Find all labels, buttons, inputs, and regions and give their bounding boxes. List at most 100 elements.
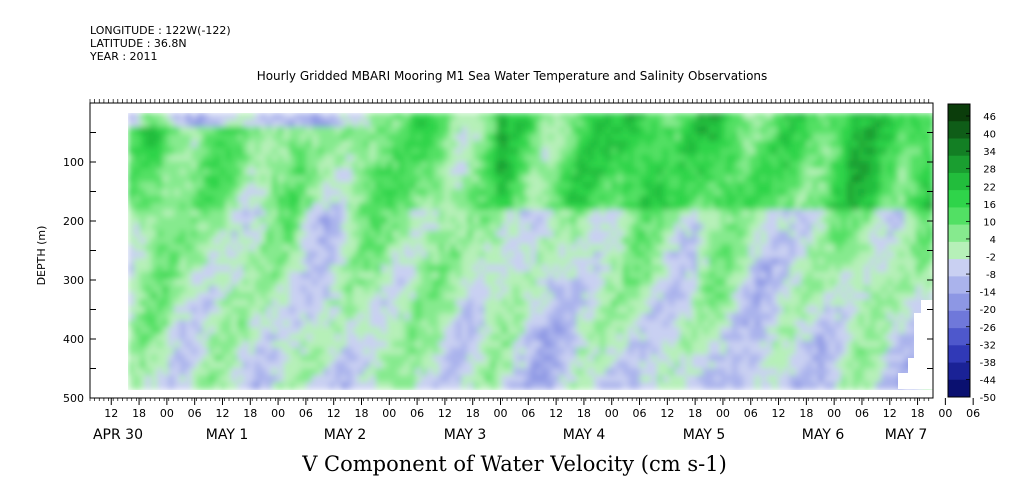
heatmap-cell	[202, 354, 210, 363]
heatmap-cell	[151, 244, 158, 252]
heatmap-cell	[628, 188, 635, 197]
heatmap-cell	[490, 113, 497, 121]
heatmap-cell	[156, 119, 164, 128]
heatmap-cell	[674, 133, 681, 142]
heatmap-cell	[306, 382, 313, 390]
heatmap-cell	[317, 375, 325, 383]
heatmap-cell	[754, 119, 762, 128]
heatmap-cell	[421, 368, 428, 376]
heatmap-cell	[133, 292, 141, 301]
heatmap-cell	[208, 175, 215, 183]
heatmap-cell	[179, 306, 187, 314]
heatmap-cell	[760, 216, 767, 225]
heatmap-cell	[841, 251, 848, 259]
heatmap-cell	[616, 292, 624, 301]
heatmap-cell	[375, 202, 382, 211]
heatmap-cell	[484, 216, 491, 225]
heatmap-cell	[128, 347, 135, 356]
heatmap-cell	[507, 237, 514, 245]
heatmap-cell	[375, 375, 382, 383]
heatmap-cell	[651, 285, 658, 294]
heatmap-cell	[668, 237, 675, 245]
heatmap-cell	[737, 368, 744, 376]
heatmap-cell	[162, 306, 169, 314]
heatmap-cell	[340, 251, 348, 259]
heatmap-cell	[363, 285, 371, 294]
heatmap-cell	[335, 257, 342, 266]
heatmap-cell	[271, 147, 279, 156]
heatmap-cell	[271, 237, 279, 245]
heatmap-cell	[369, 244, 376, 252]
heatmap-cell	[547, 368, 555, 376]
heatmap-cell	[162, 368, 169, 376]
heatmap-cell	[754, 168, 762, 176]
heatmap-cell	[484, 326, 491, 335]
heatmap-cell	[835, 195, 842, 204]
heatmap-cell	[450, 292, 457, 301]
heatmap-cell	[191, 361, 198, 370]
heatmap-cell	[329, 382, 336, 390]
heatmap-cell	[616, 320, 624, 328]
heatmap-cell	[645, 361, 652, 370]
heatmap-cell	[616, 154, 624, 163]
heatmap-cell	[490, 340, 497, 349]
heatmap-cell	[478, 188, 486, 197]
heatmap-cell	[208, 251, 215, 259]
heatmap-cell	[559, 382, 566, 390]
heatmap-cell	[611, 237, 618, 245]
heatmap-cell	[478, 119, 486, 128]
heatmap-cell	[726, 195, 733, 204]
heatmap-cell	[616, 264, 624, 273]
heatmap-cell	[668, 299, 675, 307]
heatmap-cell	[156, 133, 164, 142]
heatmap-cell	[467, 119, 474, 128]
heatmap-cell	[185, 244, 192, 252]
heatmap-cell	[323, 354, 330, 363]
heatmap-cell	[714, 119, 721, 128]
heatmap-cell	[501, 202, 509, 211]
heatmap-cell	[438, 306, 445, 314]
heatmap-cell	[513, 237, 520, 245]
heatmap-cell	[789, 216, 796, 225]
heatmap-cell	[651, 368, 658, 376]
heatmap-cell	[243, 285, 250, 294]
heatmap-cell	[760, 292, 767, 301]
heatmap-cell	[812, 361, 819, 370]
heatmap-cell	[501, 320, 509, 328]
heatmap-cell	[639, 313, 647, 321]
heatmap-cell	[553, 154, 560, 163]
heatmap-cell	[455, 113, 463, 121]
heatmap-cell	[639, 361, 647, 370]
heatmap-cell	[197, 299, 204, 307]
heatmap-cell	[237, 133, 244, 142]
heatmap-cell	[674, 237, 681, 245]
heatmap-cell	[421, 382, 428, 390]
heatmap-cell	[708, 216, 716, 225]
heatmap-cell	[772, 375, 779, 383]
heatmap-cell	[145, 382, 152, 390]
heatmap-cell	[501, 216, 509, 225]
heatmap-cell	[220, 113, 227, 121]
heatmap-cell	[570, 168, 578, 176]
heatmap-cell	[772, 237, 779, 245]
heatmap-cell	[714, 326, 721, 335]
heatmap-cell	[749, 161, 756, 169]
heatmap-cell	[174, 361, 181, 370]
heatmap-cell	[145, 368, 152, 376]
heatmap-cell	[576, 347, 583, 356]
heatmap-cell	[743, 251, 750, 259]
heatmap-cell	[507, 264, 514, 273]
heatmap-cell	[818, 161, 825, 169]
heatmap-cell	[220, 119, 227, 128]
heatmap-cell	[565, 271, 572, 280]
heatmap-cell	[473, 175, 480, 183]
heatmap-cell	[657, 237, 664, 245]
heatmap-cell	[306, 326, 313, 335]
heatmap-cell	[231, 285, 238, 294]
heatmap-cell	[174, 133, 181, 142]
heatmap-cell	[490, 354, 497, 363]
heatmap-cell	[220, 354, 227, 363]
heatmap-cell	[754, 237, 762, 245]
heatmap-cell	[766, 271, 773, 280]
heatmap-cell	[490, 347, 497, 356]
